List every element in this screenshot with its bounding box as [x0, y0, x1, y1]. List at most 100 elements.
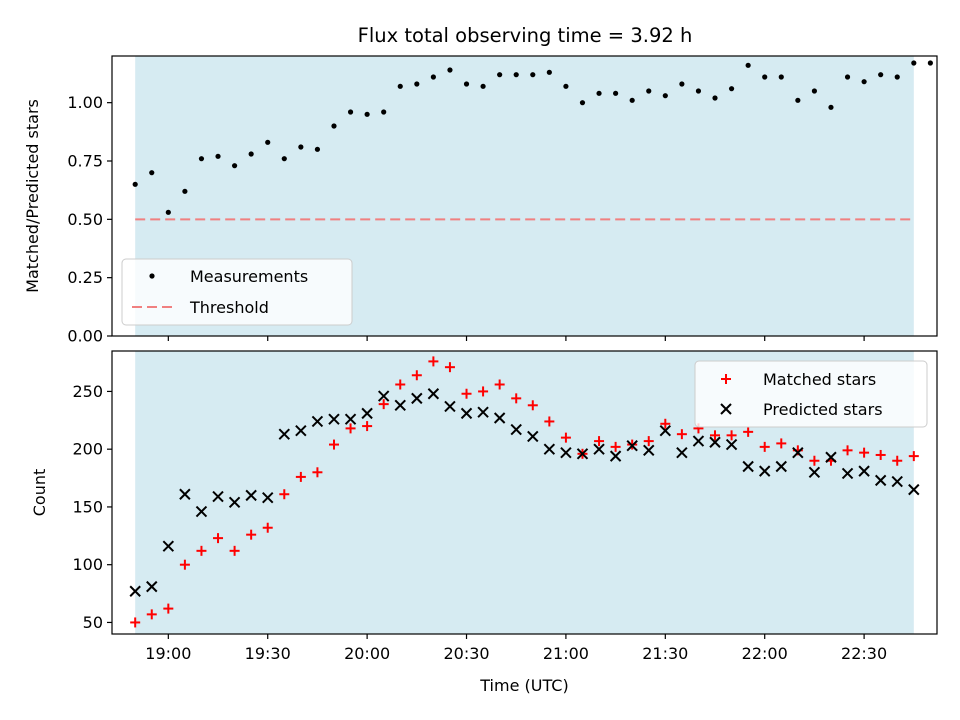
predicted-point [825, 451, 837, 463]
measurement-point [182, 188, 188, 194]
predicted-point [543, 443, 556, 455]
matched-point [362, 421, 373, 432]
count-xlabel: Time (UTC) [479, 676, 568, 695]
measurement-point [463, 81, 470, 87]
legend-measurement-marker [149, 273, 155, 279]
ratio-axes-frame [111, 55, 938, 337]
predicted-point [775, 460, 787, 473]
measurement-point [629, 97, 635, 103]
predicted-point [527, 430, 539, 443]
measurement-point [198, 156, 205, 162]
chart-title: Flux total observing time = 3.92 h [358, 24, 693, 47]
predicted-point [146, 580, 158, 593]
matched-point [428, 356, 439, 367]
predicted-point [659, 424, 672, 437]
count-axes-frame [111, 350, 938, 635]
matched-point [146, 609, 157, 620]
predicted-point [477, 406, 489, 418]
measurement-point [298, 144, 304, 150]
predicted-point [311, 415, 324, 428]
count-xtick-label: 20:00 [344, 644, 390, 663]
matched-point [395, 379, 406, 390]
matched-point [610, 441, 621, 452]
measurement-point [861, 79, 867, 85]
measurement-point [513, 72, 519, 78]
measurement-point [497, 72, 503, 78]
measurement-point [646, 88, 652, 94]
predicted-point [676, 446, 688, 459]
matched-point [726, 430, 737, 441]
predicted-point [278, 428, 290, 440]
predicted-point [759, 465, 771, 477]
legend-predicted-label: Predicted stars [763, 400, 883, 419]
count-panel: 50 100 150 200 250 19:00 19:30 20:00 20:30 21:00 2… [30, 350, 938, 695]
legend-threshold-label: Threshold [189, 298, 269, 317]
measurement-point [165, 209, 171, 215]
predicted-point [841, 467, 854, 480]
count-series-predicted-stars [129, 388, 920, 597]
legend-box [694, 360, 928, 428]
matched-point [444, 362, 455, 373]
measurement-point [231, 163, 238, 169]
predicted-point [444, 400, 456, 413]
matched-point [842, 445, 853, 456]
measurement-point [778, 74, 784, 80]
predicted-point [742, 460, 754, 473]
matched-point [759, 441, 770, 452]
predicted-point [692, 435, 705, 447]
ratio-ytick-label: 1.00 [67, 93, 103, 112]
count-legend: Matched stars Predicted stars [694, 360, 928, 428]
ratio-legend: Measurements Threshold [121, 258, 353, 326]
predicted-point [361, 407, 373, 420]
measurement-point [430, 74, 436, 80]
matched-point [411, 370, 422, 381]
matched-point [527, 400, 538, 411]
predicted-point [245, 489, 257, 502]
measurement-point [811, 88, 818, 94]
matched-point [345, 423, 356, 434]
measurement-point [613, 90, 619, 96]
matched-point [660, 418, 671, 429]
matched-point [494, 379, 505, 390]
measurement-point [695, 88, 702, 94]
measurement-point [281, 156, 287, 162]
predicted-point [493, 412, 506, 424]
count-xtick-label: 19:00 [145, 644, 191, 663]
measurement-point [530, 72, 536, 78]
legend-measurements-label: Measurements [190, 267, 308, 286]
legend-matched-marker [721, 374, 731, 384]
predicted-point [858, 465, 870, 477]
predicted-point [560, 446, 572, 459]
predicted-point [262, 491, 274, 504]
ratio-ytick-label: 0.50 [67, 210, 103, 229]
matched-point [594, 436, 605, 447]
matched-point [710, 430, 721, 441]
measurement-point [828, 104, 834, 110]
matched-point [544, 416, 555, 427]
measurement-point [927, 60, 933, 66]
measurement-point [447, 67, 453, 73]
ratio-ytick-label: 0.25 [67, 268, 103, 287]
measurement-point [563, 83, 569, 89]
matched-point [478, 386, 489, 397]
measurement-point [132, 181, 138, 187]
predicted-point [626, 440, 638, 452]
measurement-point [265, 139, 271, 145]
measurement-point [414, 81, 420, 87]
measurement-point [728, 86, 735, 92]
measurement-point [596, 90, 602, 96]
count-xtick-label: 19:30 [245, 644, 291, 663]
legend-box [121, 258, 353, 326]
count-ytick-label: 100 [72, 555, 103, 574]
count-ylabel: Count [30, 469, 49, 517]
measurement-point [662, 93, 668, 99]
measurement-point [795, 97, 801, 103]
legend-matched-label: Matched stars [763, 370, 876, 389]
matched-point [643, 436, 654, 447]
measurement-point [381, 109, 387, 115]
legend-predicted-marker [720, 403, 732, 415]
measurement-point [364, 111, 370, 117]
measurement-point [745, 62, 751, 68]
measurement-point [844, 74, 851, 80]
predicted-point [411, 392, 423, 405]
